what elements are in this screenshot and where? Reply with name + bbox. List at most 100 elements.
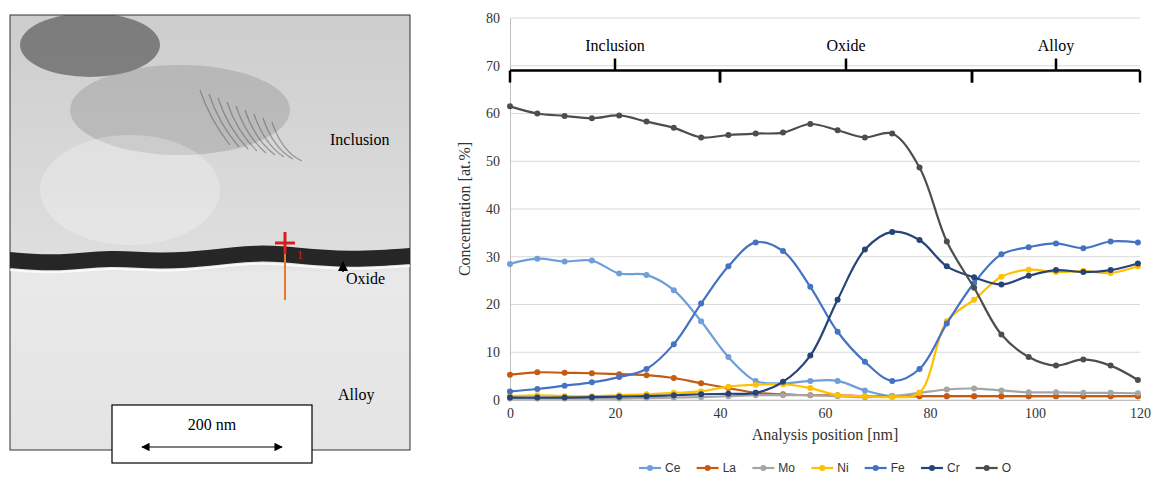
data-point xyxy=(753,239,759,245)
series-line xyxy=(510,106,1138,380)
data-point xyxy=(889,394,895,400)
data-point xyxy=(671,287,677,293)
series-line xyxy=(510,241,1138,391)
data-point xyxy=(589,394,595,400)
y-tick: 80 xyxy=(486,11,510,26)
y-tick-label: 20 xyxy=(486,297,500,312)
data-point xyxy=(725,391,731,397)
data-point xyxy=(780,248,786,254)
data-point xyxy=(971,285,977,291)
legend-item: Ce xyxy=(639,461,681,475)
legend-label: Fe xyxy=(891,461,905,475)
data-point xyxy=(780,130,786,136)
data-point xyxy=(917,390,923,396)
data-point xyxy=(889,393,895,399)
data-point xyxy=(644,119,650,125)
y-tick: 50 xyxy=(486,154,510,169)
micrograph-label: Oxide xyxy=(346,270,385,287)
data-point xyxy=(862,387,868,393)
legend-item: O xyxy=(976,461,1011,475)
series xyxy=(507,229,1141,401)
data-point xyxy=(807,353,813,359)
data-point xyxy=(862,393,868,399)
data-point xyxy=(862,394,868,400)
data-point xyxy=(944,386,950,392)
data-point xyxy=(616,112,622,118)
legend-marker xyxy=(929,465,935,471)
grid-line xyxy=(510,18,1140,19)
data-point xyxy=(971,393,977,399)
data-point xyxy=(807,284,813,290)
data-point xyxy=(644,393,650,399)
x-tick: 40 xyxy=(714,400,728,421)
data-point xyxy=(644,372,650,378)
region-brackets: InclusionOxideAlloy xyxy=(510,37,1140,83)
grid-line xyxy=(510,113,1140,114)
data-point xyxy=(1026,267,1032,273)
region-label: Alloy xyxy=(1038,37,1074,55)
data-point xyxy=(562,259,568,265)
grid-line xyxy=(510,304,1140,305)
data-point xyxy=(1108,267,1114,273)
data-point xyxy=(1135,260,1141,266)
data-point xyxy=(1080,356,1086,362)
y-tick: 40 xyxy=(486,202,510,217)
data-point xyxy=(862,134,868,140)
x-tick-label: 0 xyxy=(507,406,514,421)
data-point xyxy=(835,393,841,399)
data-point xyxy=(944,393,950,399)
legend-label: La xyxy=(723,461,737,475)
y-tick: 60 xyxy=(486,106,510,121)
grid-line xyxy=(510,161,1140,162)
legend-item: Cr xyxy=(921,461,960,475)
y-axis-title: Concentration [at.%] xyxy=(456,142,473,276)
data-point xyxy=(971,386,977,392)
analysis-line xyxy=(284,251,286,300)
y-tick-label: 50 xyxy=(486,154,500,169)
chart: 02040608010012001020304050607080Analysis… xyxy=(456,11,1151,475)
data-point xyxy=(917,237,923,243)
grid-line xyxy=(510,352,1140,353)
legend: CeLaMoNiFeCrO xyxy=(639,461,1011,475)
x-tick-label: 40 xyxy=(714,406,728,421)
region-bracket-end xyxy=(719,71,722,83)
data-point xyxy=(835,127,841,133)
data-point xyxy=(998,251,1004,257)
data-point xyxy=(507,372,513,378)
data-point xyxy=(534,256,540,262)
inclusion-streak xyxy=(245,110,275,155)
data-point xyxy=(534,395,540,401)
legend-marker xyxy=(760,465,766,471)
data-point xyxy=(1080,269,1086,275)
legend-marker xyxy=(984,465,990,471)
data-point xyxy=(534,386,540,392)
x-axis-title: Analysis position [nm] xyxy=(752,426,899,444)
data-point xyxy=(998,274,1004,280)
scale-bar-box xyxy=(112,405,312,463)
data-point xyxy=(534,369,540,375)
x-tick: 0 xyxy=(507,400,514,421)
data-point xyxy=(1053,267,1059,273)
x-tick: 20 xyxy=(609,400,623,421)
data-point xyxy=(780,379,786,385)
data-point xyxy=(944,238,950,244)
data-point xyxy=(589,370,595,376)
data-point xyxy=(589,115,595,121)
region-bracket-end xyxy=(719,71,722,83)
legend-label: Ce xyxy=(665,461,681,475)
data-point xyxy=(589,379,595,385)
data-point xyxy=(644,272,650,278)
x-tick-label: 120 xyxy=(1130,406,1151,421)
data-point xyxy=(562,383,568,389)
legend-item: La xyxy=(697,461,737,475)
region-bracket-end xyxy=(509,71,512,83)
x-tick-label: 60 xyxy=(819,406,833,421)
data-point xyxy=(862,247,868,253)
x-tick: 100 xyxy=(1025,400,1046,421)
data-point xyxy=(862,359,868,365)
figure: 1InclusionOxideAlloy200 nm02040608010012… xyxy=(0,0,1163,488)
data-point xyxy=(725,263,731,269)
data-point xyxy=(671,125,677,131)
data-point xyxy=(589,393,595,399)
data-point xyxy=(998,393,1004,399)
